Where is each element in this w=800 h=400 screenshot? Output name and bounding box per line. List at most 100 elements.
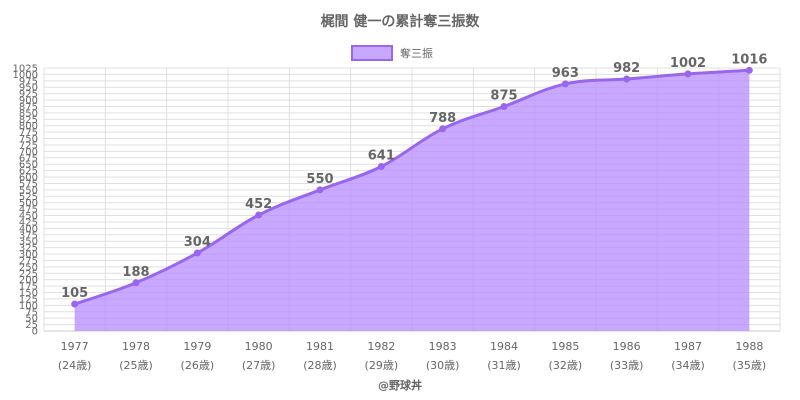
x-tick-year-label: 1981: [306, 340, 334, 353]
data-points: [71, 66, 753, 308]
y-tick-label: 100: [19, 301, 38, 312]
data-label: 641: [368, 149, 395, 164]
data-point: [500, 102, 508, 110]
x-tick-age-label: (31歳): [487, 359, 521, 372]
y-tick-label: 150: [19, 288, 38, 299]
y-tick-label: 325: [19, 243, 38, 254]
x-tick-age-label: (34歳): [671, 359, 705, 372]
y-tick-label: 300: [19, 250, 38, 261]
x-tick-year-label: 1982: [367, 340, 395, 353]
x-tick-year-label: 1988: [735, 340, 763, 353]
data-label: 982: [613, 61, 640, 76]
x-tick-age-label: (30歳): [426, 359, 460, 372]
footer-credit: @野球丼: [378, 378, 422, 392]
x-tick-year-label: 1985: [551, 340, 579, 353]
x-tick-age-label: (26歳): [181, 359, 215, 372]
x-tick-age-label: (24歳): [58, 359, 92, 372]
y-tick-label: 750: [19, 134, 38, 145]
y-tick-label: 550: [19, 185, 38, 196]
legend-swatch: [351, 45, 393, 61]
y-tick-label: 475: [19, 205, 38, 216]
data-labels: 105 188 304 452 550 641 788 875 963 982 1002 1016: [61, 52, 767, 301]
y-tick-label: 500: [19, 198, 38, 209]
x-tick-age-label: (28歳): [303, 359, 337, 372]
y-tick-label: 1025: [13, 64, 38, 75]
x-tick-year-label: 1987: [674, 340, 702, 353]
chart-title: 梶間 健一の累計奪三振数: [321, 13, 481, 30]
y-tick-label: 650: [19, 160, 38, 171]
data-point: [439, 125, 447, 133]
legend-label: 奪三振: [400, 46, 433, 60]
y-tick-label: 125: [19, 294, 38, 305]
y-axis-ticks: 0255075100125150175200225250275300325350…: [13, 64, 38, 338]
data-point: [193, 249, 201, 257]
x-tick-age-label: (33歳): [610, 359, 644, 372]
data-label: 1002: [670, 56, 706, 71]
y-tick-label: 675: [19, 153, 38, 164]
y-tick-label: 900: [19, 96, 38, 107]
y-tick-label: 700: [19, 147, 38, 158]
y-tick-label: 725: [19, 140, 38, 151]
data-point: [132, 279, 140, 287]
y-tick-label: 200: [19, 275, 38, 286]
data-point: [745, 66, 753, 74]
data-label: 788: [429, 111, 456, 126]
x-tick-year-label: 1977: [61, 340, 89, 353]
x-tick-year-label: 1979: [183, 340, 211, 353]
x-tick-year-label: 1986: [613, 340, 641, 353]
data-label: 105: [61, 286, 88, 301]
y-tick-label: 850: [19, 108, 38, 119]
data-label: 188: [122, 265, 149, 280]
y-tick-label: 350: [19, 237, 38, 248]
y-tick-label: 75: [25, 307, 38, 318]
data-label: 875: [490, 88, 517, 103]
data-point: [377, 163, 385, 171]
data-label: 452: [245, 197, 272, 212]
x-tick-age-label: (35歳): [733, 359, 767, 372]
y-tick-label: 50: [25, 314, 38, 325]
x-axis-ticks: 1977 (24歳) 1978 (25歳) 1979 (26歳) 1980 (27歳) 1981…: [58, 340, 766, 372]
y-tick-label: 625: [19, 166, 38, 177]
x-tick-year-label: 1980: [245, 340, 273, 353]
y-tick-label: 925: [19, 89, 38, 100]
x-tick-age-label: (32歳): [549, 359, 583, 372]
y-tick-label: 950: [19, 83, 38, 94]
x-tick-age-label: (29歳): [365, 359, 399, 372]
data-point: [255, 211, 263, 219]
data-label: 1016: [731, 52, 767, 67]
y-tick-label: 825: [19, 115, 38, 126]
legend: 奪三振: [351, 45, 433, 61]
y-tick-label: 275: [19, 256, 38, 267]
x-tick-year-label: 1983: [429, 340, 457, 353]
data-label: 304: [184, 235, 211, 250]
y-tick-label: 450: [19, 211, 38, 222]
data-point: [623, 75, 631, 83]
data-point: [561, 80, 569, 88]
y-tick-label: 600: [19, 173, 38, 184]
y-tick-label: 250: [19, 262, 38, 273]
y-tick-label: 400: [19, 224, 38, 235]
data-point: [71, 300, 79, 308]
data-label: 550: [306, 172, 333, 187]
y-tick-label: 575: [19, 179, 38, 190]
data-point: [316, 186, 324, 194]
y-tick-label: 425: [19, 217, 38, 228]
y-tick-label: 375: [19, 230, 38, 241]
y-tick-label: 225: [19, 269, 38, 280]
y-tick-label: 0: [32, 327, 38, 338]
y-tick-label: 775: [19, 128, 38, 139]
y-tick-label: 975: [19, 76, 38, 87]
y-tick-label: 25: [25, 320, 38, 331]
x-tick-year-label: 1978: [122, 340, 150, 353]
y-tick-label: 800: [19, 121, 38, 132]
series-area-fill: [74, 70, 750, 331]
y-tick-label: 525: [19, 192, 38, 203]
x-tick-age-label: (25歳): [119, 359, 153, 372]
x-tick-year-label: 1984: [490, 340, 518, 353]
y-tick-label: 875: [19, 102, 38, 113]
data-point: [684, 70, 692, 78]
y-tick-label: 1000: [13, 70, 38, 81]
x-tick-age-label: (27歳): [242, 359, 276, 372]
y-tick-label: 175: [19, 282, 38, 293]
